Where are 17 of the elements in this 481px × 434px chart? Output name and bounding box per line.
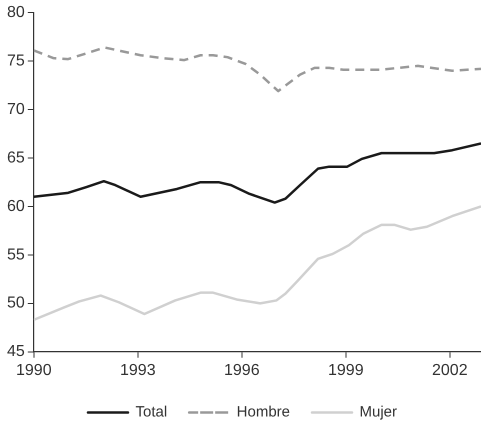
- y-tick-label: 75: [7, 52, 25, 70]
- y-tick-label: 65: [7, 149, 25, 166]
- legend-label: Total: [135, 404, 168, 421]
- x-tick-label: 2002: [432, 362, 468, 379]
- x-tick-label: 1999: [328, 362, 364, 379]
- y-tick-label: 70: [7, 100, 25, 118]
- y-tick-label: 60: [7, 198, 25, 215]
- legend-label: Hombre: [236, 404, 290, 421]
- legend-label: Mujer: [360, 404, 398, 421]
- y-tick-label: 50: [7, 294, 25, 312]
- line-series: [34, 46, 481, 92]
- y-tick-label: 80: [7, 4, 25, 22]
- x-tick-label: 1996: [224, 362, 260, 379]
- y-tick-label: 55: [7, 246, 25, 264]
- y-tick-label: 45: [7, 343, 25, 360]
- x-tick-label: 1993: [120, 362, 156, 379]
- x-tick-label: 1990: [16, 362, 52, 379]
